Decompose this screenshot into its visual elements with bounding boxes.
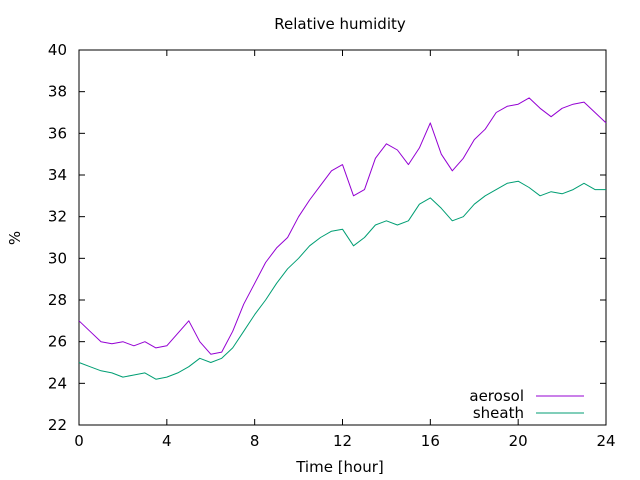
legend-label-aerosol: aerosol bbox=[469, 387, 524, 405]
y-tick-label: 36 bbox=[48, 124, 67, 142]
x-tick-label: 20 bbox=[509, 432, 528, 450]
x-tick-label: 8 bbox=[250, 432, 260, 450]
x-tick-label: 24 bbox=[596, 432, 615, 450]
tick-layer: 0 4 8 12 16 20 24 22 24 26 28 30 32 34 36 38 40 bbox=[48, 41, 616, 450]
y-tick-label: 34 bbox=[48, 166, 67, 184]
legend-label-sheath: sheath bbox=[473, 404, 524, 422]
y-tick-label: 22 bbox=[48, 416, 67, 434]
x-tick-label: 4 bbox=[162, 432, 172, 450]
y-tick-label: 32 bbox=[48, 208, 67, 226]
y-axis-title: % bbox=[6, 231, 24, 245]
y-tick-label: 38 bbox=[48, 83, 67, 101]
y-tick-label: 30 bbox=[48, 249, 67, 267]
series-line-sheath bbox=[78, 180, 606, 380]
plot-area bbox=[78, 49, 607, 426]
y-tick-label: 40 bbox=[48, 41, 67, 59]
y-tick-label: 26 bbox=[48, 333, 67, 351]
series-layer bbox=[78, 97, 607, 380]
chart-title: Relative humidity bbox=[274, 15, 406, 33]
y-tick-label: 24 bbox=[48, 374, 67, 392]
x-axis-title: Time [hour] bbox=[295, 458, 384, 476]
x-tick-label: 0 bbox=[74, 432, 84, 450]
series-line-aerosol bbox=[78, 97, 607, 355]
x-tick-label: 16 bbox=[421, 432, 440, 450]
x-tick-label: 12 bbox=[333, 432, 352, 450]
plot-border bbox=[78, 49, 607, 426]
y-tick-label: 28 bbox=[48, 291, 67, 309]
